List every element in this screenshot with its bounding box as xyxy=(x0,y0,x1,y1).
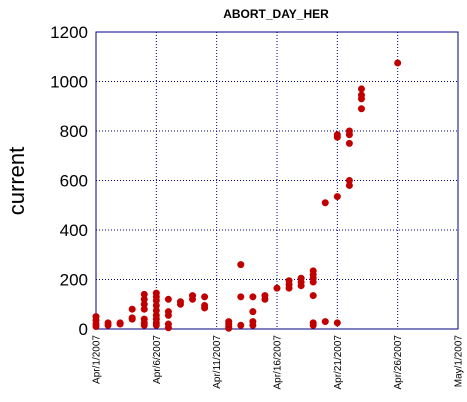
data-point xyxy=(333,133,341,141)
y-tick-label: 0 xyxy=(79,320,88,339)
data-point xyxy=(176,300,184,308)
data-point xyxy=(152,306,160,314)
x-tick-label: Apr/21/2007 xyxy=(333,335,344,390)
y-tick-label: 200 xyxy=(60,271,88,290)
data-point xyxy=(164,311,172,319)
data-point xyxy=(237,261,245,269)
data-point xyxy=(345,177,353,184)
x-tick-label: Apr/16/2007 xyxy=(273,335,284,390)
data-point xyxy=(92,323,100,331)
data-point xyxy=(309,292,317,300)
data-point xyxy=(237,321,245,329)
data-point xyxy=(357,95,365,103)
data-point xyxy=(164,295,172,303)
data-point xyxy=(140,295,148,303)
data-point xyxy=(140,300,148,308)
y-axis-label: current xyxy=(4,147,29,215)
data-point xyxy=(140,290,148,298)
data-point xyxy=(152,301,160,309)
data-point xyxy=(201,293,209,301)
grid xyxy=(96,32,458,329)
x-tick-label: Apr/6/2007 xyxy=(152,335,163,384)
data-point xyxy=(140,321,148,329)
x-axis: Apr/1/2007 Apr/6/2007 Apr/11/2007 Apr/16/20… xyxy=(92,335,465,390)
chart-title: ABORT_DAY_HER xyxy=(223,7,329,21)
data-point xyxy=(345,181,353,189)
data-point xyxy=(116,320,124,328)
y-tick-label: 600 xyxy=(60,172,88,191)
data-point xyxy=(249,308,257,316)
data-point xyxy=(189,295,197,303)
data-point xyxy=(345,131,353,139)
data-point xyxy=(237,293,245,301)
data-point xyxy=(225,324,233,332)
data-point xyxy=(249,321,257,329)
data-point xyxy=(394,59,402,67)
data-point xyxy=(164,324,172,332)
data-point xyxy=(285,284,293,292)
data-point xyxy=(333,193,341,201)
data-point xyxy=(333,319,341,327)
data-point xyxy=(152,297,160,305)
y-tick-label: 1200 xyxy=(50,23,88,42)
data-point xyxy=(128,315,136,323)
data-point xyxy=(152,321,160,329)
data-points xyxy=(92,59,402,332)
y-tick-label: 400 xyxy=(60,221,88,240)
data-point xyxy=(261,295,269,303)
x-tick-label: Apr/11/2007 xyxy=(212,335,223,389)
data-point xyxy=(309,278,317,286)
data-point xyxy=(128,305,136,313)
data-point xyxy=(345,139,353,147)
data-point xyxy=(140,305,148,313)
data-point xyxy=(249,293,257,301)
data-point xyxy=(357,85,365,93)
data-point xyxy=(309,321,317,329)
data-point xyxy=(104,321,112,329)
x-tick-label: Apr/1/2007 xyxy=(92,335,103,384)
data-point xyxy=(297,282,305,290)
data-point xyxy=(321,199,329,207)
data-point xyxy=(273,284,281,292)
y-axis: 0 200 400 600 800 1000 1200 xyxy=(50,23,88,339)
plot-area xyxy=(95,31,459,330)
y-tick-label: 800 xyxy=(60,122,88,141)
data-point xyxy=(321,318,329,326)
y-tick-label: 1000 xyxy=(50,73,88,92)
x-tick-label: Apr/26/2007 xyxy=(393,335,404,390)
x-tick-label: May/1/2007 xyxy=(454,335,465,388)
data-point xyxy=(357,105,365,113)
data-point xyxy=(201,304,209,312)
